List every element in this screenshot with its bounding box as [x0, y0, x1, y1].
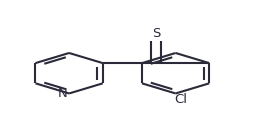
- Text: Cl: Cl: [174, 93, 187, 106]
- Text: S: S: [152, 27, 160, 40]
- Text: N: N: [58, 87, 68, 100]
